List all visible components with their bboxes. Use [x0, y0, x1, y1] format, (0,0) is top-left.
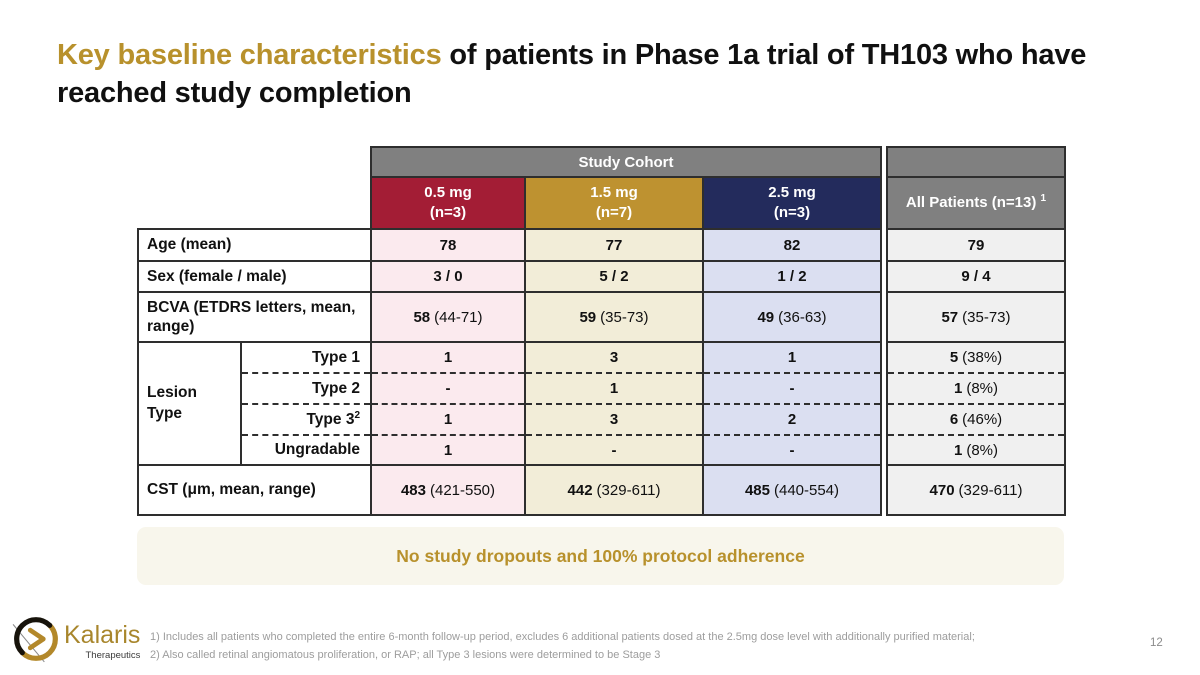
footnote-2: 2) Also called retinal angiomatous proli…: [150, 649, 661, 662]
column-gap: [881, 373, 887, 404]
cell-type3-all: 6 (46%): [886, 403, 1066, 435]
cell-type3-1-5mg: 3: [524, 403, 704, 435]
cell-bcva-0-5mg: 58 (44-71): [370, 291, 526, 343]
table-row-lesion-ungradable: Ungradable 1 - - 1 (8%): [138, 434, 1066, 466]
title-accent: Key baseline characteristics: [57, 39, 442, 71]
footnote-ref-1: 1: [1040, 193, 1047, 205]
page-number: 12: [1150, 637, 1163, 649]
study-cohort-header: Study Cohort: [370, 146, 882, 178]
column-gap: [881, 292, 887, 342]
column-gap: [881, 229, 887, 261]
key-takeaway-text: No study dropouts and 100% protocol adhe…: [396, 545, 805, 566]
table-row-age: Age (mean) 78 77 82 79: [137, 228, 1066, 262]
cell-bcva-1-5mg: 59 (35-73): [524, 291, 704, 343]
column-gap: [881, 147, 887, 177]
row-label: Age (mean): [137, 228, 372, 262]
row-label: CST (μm, mean, range): [137, 464, 372, 516]
lesion-sublabel: Type 2: [240, 372, 372, 404]
kalaris-logo: Kalaris Therapeutics: [12, 615, 140, 668]
column-gap: [881, 404, 887, 435]
col-header-all-patients: All Patients (n=13) 1: [886, 176, 1066, 230]
lesion-sublabel: Type 1: [240, 341, 372, 373]
row-label: Sex (female / male): [137, 260, 372, 293]
cell-type1-2-5mg: 1: [702, 341, 882, 373]
cell-ungradable-1-5mg: -: [524, 434, 704, 466]
column-gap: [881, 261, 887, 292]
cell-ungradable-2-5mg: -: [702, 434, 882, 466]
cell-type2-2-5mg: -: [702, 372, 882, 404]
dose-label: 2.5 mg: [768, 183, 816, 201]
logo-name: Kalaris: [64, 621, 141, 650]
cell-age-all: 79: [886, 228, 1066, 262]
table-row-sex: Sex (female / male) 3 / 0 5 / 2 1 / 2 9 …: [137, 260, 1066, 293]
col-header-2-5mg: 2.5 mg (n=3): [702, 176, 882, 230]
table-corner-blank: [138, 147, 371, 229]
cell-type2-0-5mg: -: [370, 372, 526, 404]
title-rest: of patients in Phase 1a trial of TH103 w…: [57, 39, 1087, 110]
cell-type2-all: 1 (8%): [886, 372, 1066, 404]
table-row-lesion-type3: Type 32 1 3 2 6 (46%): [138, 403, 1066, 435]
cell-sex-2-5mg: 1 / 2: [702, 260, 882, 293]
column-header-row: 0.5 mg (n=3) 1.5 mg (n=7) 2.5 mg (n=3) A…: [138, 176, 1066, 230]
cell-ungradable-all: 1 (8%): [886, 434, 1066, 466]
lesion-type-group-label: Lesion Type: [137, 341, 242, 465]
cell-type2-1-5mg: 1: [524, 372, 704, 404]
cell-bcva-all: 57 (35-73): [886, 291, 1066, 343]
all-patients-label: All Patients (n=13): [905, 194, 1037, 212]
column-gap: [881, 177, 887, 229]
page-title: Key baseline characteristics of patients…: [57, 36, 1137, 113]
dose-n: (n=3): [773, 204, 811, 221]
cell-sex-all: 9 / 4: [886, 260, 1066, 293]
row-label: BCVA (ETDRS letters, mean, range): [137, 291, 372, 343]
cell-age-0-5mg: 78: [370, 228, 526, 262]
key-takeaway-banner: No study dropouts and 100% protocol adhe…: [137, 527, 1064, 585]
cell-type1-1-5mg: 3: [524, 341, 704, 373]
cell-type1-0-5mg: 1: [370, 341, 526, 373]
footnotes: 1) Includes all patients who completed t…: [150, 628, 1050, 664]
lesion-sublabel: Ungradable: [240, 434, 372, 466]
cell-sex-0-5mg: 3 / 0: [370, 260, 526, 293]
group-header-row: Study Cohort: [138, 146, 1066, 229]
dose-label: 1.5 mg: [590, 183, 638, 201]
column-gap: [881, 342, 887, 373]
cell-type3-2-5mg: 2: [702, 403, 882, 435]
column-gap: [881, 435, 887, 465]
cell-type1-all: 5 (38%): [886, 341, 1066, 373]
cell-cst-all: 470 (329-611): [886, 464, 1066, 516]
footnote-1: 1) Includes all patients who completed t…: [150, 631, 975, 643]
cell-cst-2-5mg: 485 (440-554): [702, 464, 882, 516]
kalaris-logo-icon: [12, 615, 60, 668]
cell-bcva-2-5mg: 49 (36-63): [702, 291, 882, 343]
kalaris-logo-text: Kalaris Therapeutics: [64, 621, 141, 661]
dose-n: (n=7): [595, 204, 633, 221]
footnote-ref-2: 2: [354, 409, 360, 421]
table-row-bcva: BCVA (ETDRS letters, mean, range) 58 (44-…: [137, 291, 1066, 343]
all-patients-spacer: [886, 146, 1066, 178]
col-header-1-5mg: 1.5 mg (n=7): [524, 176, 704, 230]
col-header-0-5mg: 0.5 mg (n=3): [370, 176, 526, 230]
logo-subtitle: Therapeutics: [85, 649, 141, 661]
lesion-sublabel: Type 32: [240, 403, 372, 435]
cell-type3-0-5mg: 1: [370, 403, 526, 435]
cell-cst-0-5mg: 483 (421-550): [370, 464, 526, 516]
table-row-lesion-type2: Type 2 - 1 - 1 (8%): [138, 372, 1066, 404]
baseline-characteristics-table: Study Cohort 0.5 mg (n=3) 1.5 mg (n=7) 2…: [137, 146, 1066, 516]
cell-age-2-5mg: 82: [702, 228, 882, 262]
cell-age-1-5mg: 77: [524, 228, 704, 262]
cell-sex-1-5mg: 5 / 2: [524, 260, 704, 293]
cell-cst-1-5mg: 442 (329-611): [524, 464, 704, 516]
column-gap: [881, 465, 887, 515]
cell-ungradable-0-5mg: 1: [370, 434, 526, 466]
dose-n: (n=3): [429, 204, 467, 221]
dose-label: 0.5 mg: [424, 183, 472, 201]
table-row-cst: CST (μm, mean, range) 483 (421-550) 442 (3…: [137, 464, 1066, 516]
table-row-lesion-type1: Lesion Type Type 1 1 3 1 5 (38%): [137, 341, 1066, 465]
